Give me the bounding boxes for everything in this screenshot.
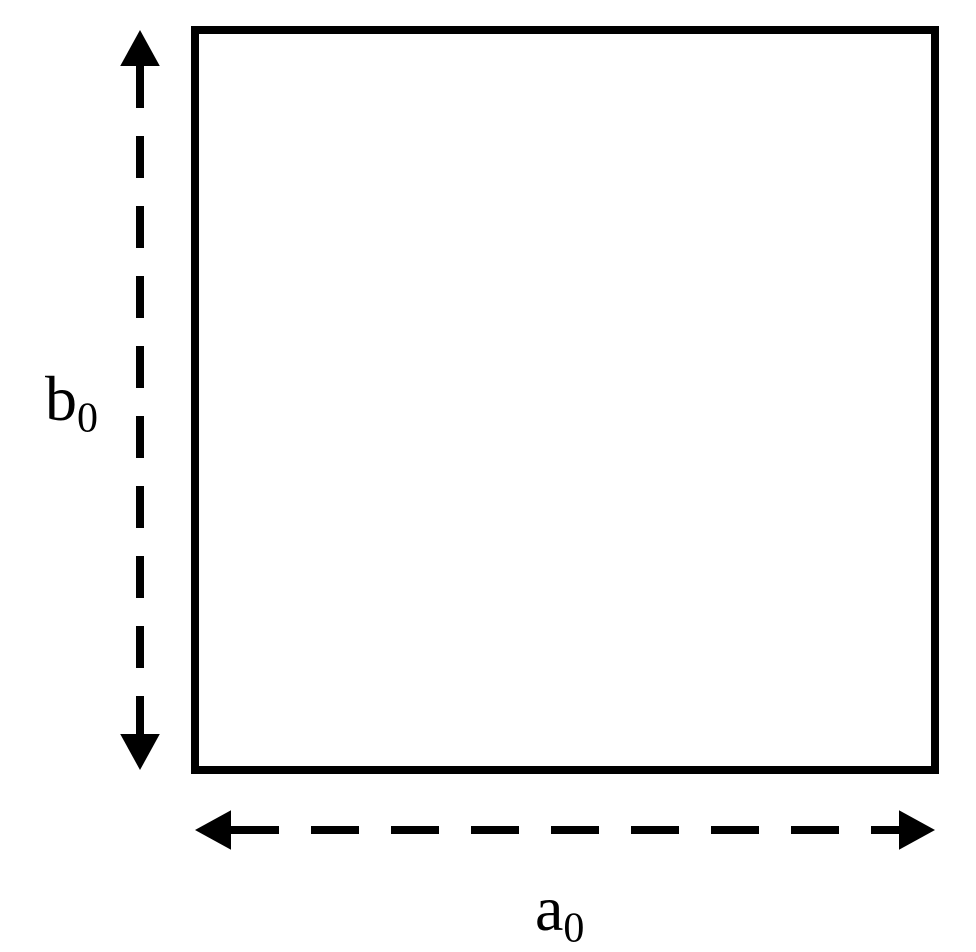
horizontal-dimension: a0 — [195, 810, 935, 951]
vertical-dimension: b0 — [45, 30, 160, 770]
arrowhead-left-icon — [195, 810, 231, 850]
arrowhead-up-icon — [120, 30, 160, 66]
square — [195, 30, 935, 770]
horizontal-dimension-label: a0 — [535, 873, 584, 952]
arrowhead-down-icon — [120, 734, 160, 770]
vertical-dimension-label: b0 — [45, 363, 98, 442]
arrowhead-right-icon — [899, 810, 935, 850]
dimensioned-square-diagram: b0 a0 — [0, 0, 976, 952]
